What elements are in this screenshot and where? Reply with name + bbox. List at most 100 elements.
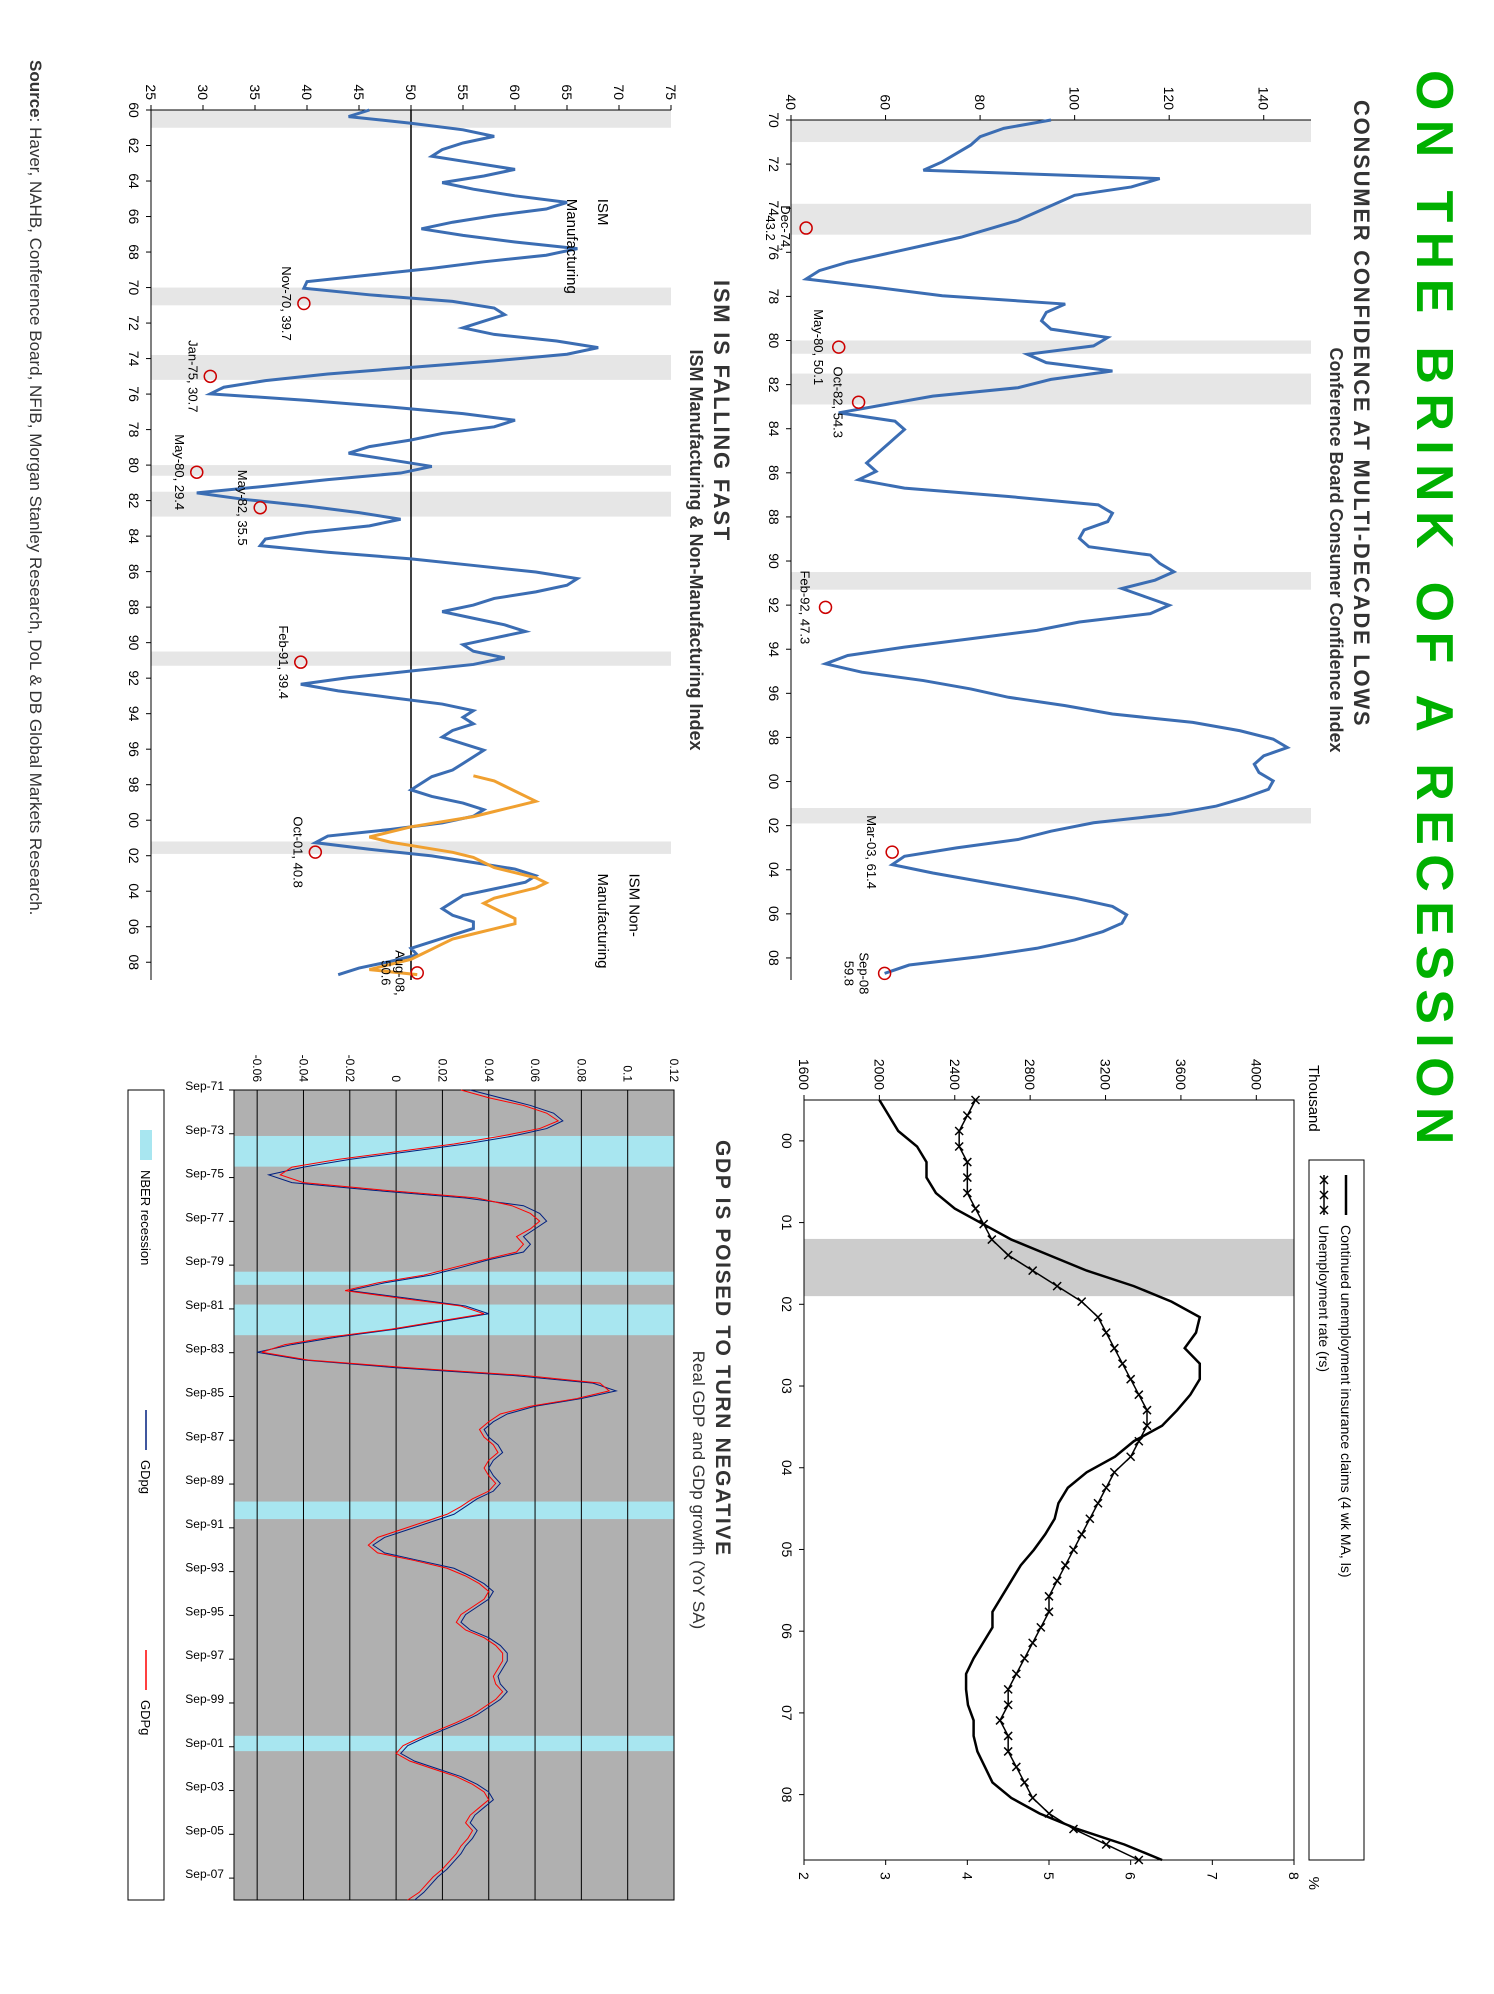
svg-text:8: 8 bbox=[1286, 1872, 1302, 1880]
svg-text:Sep-79: Sep-79 bbox=[185, 1254, 224, 1268]
svg-text:2000: 2000 bbox=[871, 1059, 887, 1090]
svg-text:78: 78 bbox=[766, 289, 782, 305]
svg-text:Oct-01, 40.8: Oct-01, 40.8 bbox=[290, 816, 305, 888]
chart1-title: CONSUMER CONFIDENCE AT MULTI-DECADE LOWS bbox=[1348, 100, 1374, 1000]
svg-text:May-80, 29.4: May-80, 29.4 bbox=[172, 434, 187, 510]
svg-text:94: 94 bbox=[766, 641, 782, 657]
svg-text:1600: 1600 bbox=[796, 1059, 812, 1090]
svg-text:02: 02 bbox=[126, 848, 142, 864]
svg-text:0.12: 0.12 bbox=[667, 1059, 681, 1083]
svg-text:78: 78 bbox=[126, 422, 142, 438]
svg-text:0: 0 bbox=[389, 1075, 403, 1082]
svg-text:35: 35 bbox=[247, 84, 263, 100]
svg-text:6: 6 bbox=[1123, 1872, 1139, 1880]
svg-text:ISM Non-: ISM Non- bbox=[625, 873, 642, 936]
svg-text:00: 00 bbox=[766, 774, 782, 790]
svg-text:Sep-03: Sep-03 bbox=[185, 1780, 224, 1794]
source-line: Source: Haver, NAHB, Conference Board, N… bbox=[25, 60, 45, 915]
svg-text:96: 96 bbox=[766, 686, 782, 702]
svg-text:92: 92 bbox=[126, 670, 142, 686]
svg-text:68: 68 bbox=[126, 244, 142, 260]
svg-text:Aug-08,: Aug-08, bbox=[392, 950, 407, 996]
source-prefix: Source bbox=[26, 60, 45, 118]
svg-text:0.04: 0.04 bbox=[482, 1059, 496, 1083]
source-text: : Haver, NAHB, Conference Board, NFIB, M… bbox=[26, 118, 45, 916]
svg-text:03: 03 bbox=[779, 1378, 795, 1394]
svg-text:92: 92 bbox=[766, 597, 782, 613]
svg-text:08: 08 bbox=[779, 1787, 795, 1803]
svg-text:70: 70 bbox=[611, 84, 627, 100]
svg-text:NBER recession: NBER recession bbox=[138, 1170, 153, 1265]
svg-text:Sep-91: Sep-91 bbox=[185, 1517, 224, 1531]
svg-text:0.02: 0.02 bbox=[435, 1059, 449, 1083]
chart4-subtitle: Real GDP and GDp growth (YoY SA) bbox=[688, 1060, 708, 1920]
svg-text:07: 07 bbox=[779, 1705, 795, 1721]
chart1-svg: 4060801001201407072747678808284868890929… bbox=[751, 60, 1321, 1000]
svg-text:Manufacturing: Manufacturing bbox=[563, 199, 580, 294]
panel-unemployment: 1600200024002800320036004000Thousand2345… bbox=[754, 1020, 1374, 1920]
svg-text:04: 04 bbox=[126, 883, 142, 899]
chart4-svg: -0.06-0.04-0.0200.020.040.060.080.10.12S… bbox=[124, 1020, 684, 1920]
svg-text:Sep-83: Sep-83 bbox=[185, 1342, 224, 1356]
svg-text:Sep-01: Sep-01 bbox=[185, 1736, 224, 1750]
svg-text:64: 64 bbox=[126, 173, 142, 189]
svg-text:90: 90 bbox=[766, 553, 782, 569]
svg-text:80: 80 bbox=[766, 333, 782, 349]
svg-text:66: 66 bbox=[126, 209, 142, 225]
svg-text:98: 98 bbox=[126, 777, 142, 793]
svg-text:72: 72 bbox=[126, 315, 142, 331]
svg-text:%: % bbox=[1305, 1877, 1322, 1890]
svg-text:GDpg: GDpg bbox=[138, 1460, 153, 1494]
svg-text:Continued unemployment insuran: Continued unemployment insurance claims … bbox=[1338, 1225, 1354, 1577]
svg-text:88: 88 bbox=[126, 599, 142, 615]
svg-text:Sep-71: Sep-71 bbox=[185, 1079, 224, 1093]
svg-text:Oct-82, 54.3: Oct-82, 54.3 bbox=[831, 366, 846, 438]
svg-text:82: 82 bbox=[766, 377, 782, 393]
svg-text:Sep-77: Sep-77 bbox=[185, 1210, 224, 1224]
svg-text:Nov-70, 39.7: Nov-70, 39.7 bbox=[279, 266, 294, 340]
svg-text:ISM: ISM bbox=[594, 199, 611, 226]
chart1-subtitle: Conference Board Consumer Confidence Ind… bbox=[1325, 100, 1346, 1000]
svg-text:00: 00 bbox=[779, 1133, 795, 1149]
svg-text:3600: 3600 bbox=[1173, 1059, 1189, 1090]
svg-text:30: 30 bbox=[195, 84, 211, 100]
svg-text:Sep-07: Sep-07 bbox=[185, 1867, 224, 1881]
svg-text:Unemployment rate (rs): Unemployment rate (rs) bbox=[1316, 1225, 1332, 1372]
svg-text:45: 45 bbox=[351, 84, 367, 100]
svg-text:40: 40 bbox=[299, 84, 315, 100]
svg-text:7: 7 bbox=[1204, 1872, 1220, 1880]
svg-text:06: 06 bbox=[126, 919, 142, 935]
svg-text:4000: 4000 bbox=[1248, 1059, 1264, 1090]
svg-text:2400: 2400 bbox=[947, 1059, 963, 1090]
svg-text:25: 25 bbox=[143, 84, 159, 100]
svg-text:72: 72 bbox=[766, 156, 782, 172]
svg-text:08: 08 bbox=[126, 954, 142, 970]
svg-text:06: 06 bbox=[766, 906, 782, 922]
svg-text:80: 80 bbox=[126, 457, 142, 473]
svg-text:Sep-05: Sep-05 bbox=[185, 1823, 224, 1837]
svg-text:05: 05 bbox=[779, 1542, 795, 1558]
svg-text:50: 50 bbox=[403, 84, 419, 100]
svg-text:Sep-08: Sep-08 bbox=[857, 952, 872, 994]
svg-text:-0.06: -0.06 bbox=[250, 1055, 264, 1083]
svg-text:5: 5 bbox=[1041, 1872, 1057, 1880]
panel-ism: ISM IS FALLING FAST ISM Manufacturing & … bbox=[114, 60, 734, 1000]
svg-text:-0.04: -0.04 bbox=[296, 1055, 310, 1083]
svg-text:Jan-75, 30.7: Jan-75, 30.7 bbox=[185, 340, 200, 412]
svg-text:06: 06 bbox=[779, 1623, 795, 1639]
svg-text:60: 60 bbox=[878, 94, 894, 110]
panel-consumer-confidence: CONSUMER CONFIDENCE AT MULTI-DECADE LOWS… bbox=[754, 60, 1374, 1000]
chart3-svg: 2530354045505560657075606264666870727476… bbox=[111, 60, 681, 1000]
svg-text:Sep-75: Sep-75 bbox=[185, 1167, 224, 1181]
svg-text:Sep-95: Sep-95 bbox=[185, 1604, 224, 1618]
svg-text:62: 62 bbox=[126, 138, 142, 154]
chart4-title: GDP IS POISED TO TURN NEGATIVE bbox=[710, 1140, 734, 1920]
svg-text:Dec-74,: Dec-74, bbox=[778, 205, 793, 251]
svg-text:84: 84 bbox=[766, 421, 782, 437]
svg-text:May-80, 50.1: May-80, 50.1 bbox=[811, 309, 826, 385]
svg-text:0.08: 0.08 bbox=[574, 1059, 588, 1083]
svg-text:3200: 3200 bbox=[1098, 1059, 1114, 1090]
svg-text:GDPg: GDPg bbox=[138, 1700, 153, 1735]
chart3-title: ISM IS FALLING FAST bbox=[708, 280, 734, 1000]
chart2-svg: 1600200024002800320036004000Thousand2345… bbox=[764, 1020, 1374, 1920]
